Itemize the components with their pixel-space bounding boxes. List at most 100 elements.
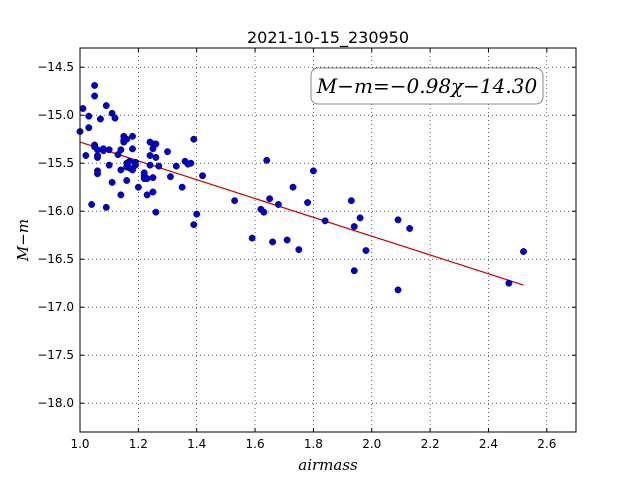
data-point — [190, 135, 198, 143]
x-tick-label: 2.6 — [537, 437, 556, 451]
data-point — [94, 152, 101, 159]
data-points — [76, 81, 527, 294]
data-point — [96, 115, 104, 123]
data-point — [520, 248, 527, 255]
data-point — [193, 210, 201, 218]
y-tick-label: −17.5 — [37, 348, 74, 362]
data-point — [146, 161, 154, 169]
data-point — [143, 191, 151, 199]
data-point — [91, 92, 99, 100]
x-tick-label: 1.6 — [246, 437, 265, 451]
data-point — [356, 214, 364, 222]
y-tick-label: −14.5 — [37, 60, 74, 74]
data-point — [406, 225, 414, 232]
data-point — [350, 267, 358, 275]
fit-line-layer — [79, 141, 524, 286]
data-point — [274, 201, 282, 208]
data-point — [88, 201, 96, 208]
axis-ticks: 1.0 1.2 1.4 1.6 1.8 2.0 2.2 2.4 2.6 −14.5 −15.0 −15… — [37, 48, 576, 451]
data-point — [190, 221, 198, 229]
fit-annotation: M−m=−0.98χ−14.30 — [310, 67, 544, 105]
data-point — [199, 172, 206, 180]
data-point — [263, 156, 271, 164]
x-tick-label: 2.4 — [479, 437, 498, 451]
data-point — [129, 132, 136, 140]
data-point — [350, 223, 358, 231]
data-point — [394, 286, 402, 294]
data-point — [304, 199, 312, 207]
x-tick-label: 2.2 — [421, 437, 440, 451]
data-point — [85, 112, 93, 120]
plot-frame — [79, 47, 577, 433]
data-point — [266, 195, 274, 203]
grid — [79, 48, 576, 432]
fit-line — [79, 141, 524, 286]
data-point — [172, 162, 180, 170]
data-point — [231, 197, 239, 205]
data-point — [111, 114, 119, 122]
data-point — [91, 81, 99, 89]
annotation-box — [310, 67, 544, 105]
y-tick-label: −17.0 — [37, 300, 74, 314]
data-point — [149, 188, 157, 196]
data-point — [178, 183, 186, 191]
data-point — [295, 246, 303, 254]
chart-title: 2021-10-15_230950 — [247, 28, 409, 48]
data-point — [164, 148, 171, 156]
data-point — [117, 146, 125, 154]
y-axis-label: M−m — [14, 219, 32, 262]
data-point — [321, 217, 329, 225]
data-point — [94, 170, 101, 178]
data-point — [105, 146, 113, 154]
y-tick-label: −16.0 — [37, 204, 74, 218]
data-point — [283, 236, 291, 244]
y-tick-label: −18.0 — [37, 396, 74, 410]
data-point — [149, 174, 157, 182]
data-point — [99, 147, 107, 155]
data-point — [140, 169, 148, 177]
data-point — [289, 183, 297, 191]
data-point — [134, 183, 142, 191]
data-point — [123, 135, 131, 143]
data-point — [269, 238, 277, 246]
data-point — [347, 197, 355, 205]
data-point — [143, 175, 151, 183]
data-point — [131, 158, 139, 166]
data-point — [117, 191, 125, 199]
data-point — [82, 152, 90, 159]
x-axis-label: airmass — [298, 456, 358, 474]
data-point — [117, 166, 125, 174]
data-point — [105, 161, 113, 169]
data-point — [123, 177, 131, 184]
annotation-equation: M−m=−0.98χ−14.30 — [316, 74, 538, 98]
data-point — [94, 146, 101, 154]
data-point — [260, 208, 268, 216]
data-point — [108, 178, 116, 186]
x-tick-label: 1.4 — [187, 437, 206, 451]
data-point — [152, 140, 160, 148]
data-point — [187, 159, 195, 167]
data-point — [505, 279, 513, 287]
data-point — [394, 216, 402, 224]
data-point — [152, 208, 160, 216]
x-tick-label: 1.0 — [70, 437, 89, 451]
data-point — [309, 167, 317, 175]
data-point — [152, 153, 160, 161]
y-tick-label: −15.5 — [37, 156, 74, 170]
y-tick-label: −16.5 — [37, 252, 74, 266]
data-point — [362, 247, 370, 255]
data-point — [155, 162, 163, 170]
data-point — [129, 145, 136, 153]
data-point — [79, 105, 87, 112]
data-point — [102, 102, 110, 110]
y-tick-label: −15.0 — [37, 108, 74, 122]
data-point — [102, 203, 110, 211]
x-tick-label: 2.0 — [362, 437, 381, 451]
x-tick-label: 1.8 — [304, 437, 323, 451]
data-point — [85, 124, 93, 132]
data-point — [126, 157, 134, 165]
data-point — [248, 234, 256, 242]
data-point — [166, 173, 174, 181]
x-tick-label: 1.2 — [129, 437, 148, 451]
